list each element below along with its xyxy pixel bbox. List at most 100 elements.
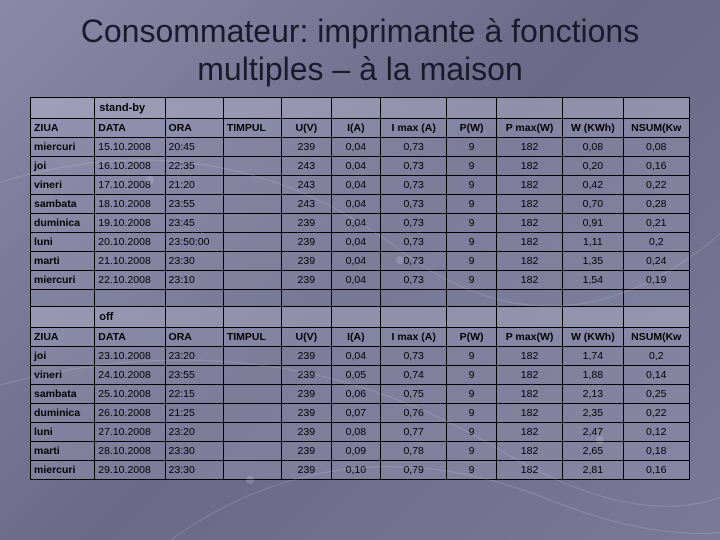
cell-wkwh: 2,65: [563, 441, 623, 460]
cell-pmax: 182: [496, 270, 562, 289]
cell-data: 19.10.2008: [95, 213, 165, 232]
table-row: joi16.10.200822:352430,040,7391820,200,1…: [31, 156, 690, 175]
cell-wkwh: 1,74: [563, 346, 623, 365]
cell-wkwh: 0,08: [563, 137, 623, 156]
cell-pmax: 182: [496, 156, 562, 175]
section-label-row-1: stand-by: [31, 97, 690, 118]
cell-nsum: 0,28: [623, 194, 689, 213]
col-wkwh: W (KWh): [563, 118, 623, 137]
table-row: joi23.10.200823:202390,040,7391821,740,2: [31, 346, 690, 365]
table-row: miercuri29.10.200823:302390,100,7991822,…: [31, 460, 690, 479]
cell-pw: 9: [447, 403, 497, 422]
cell-imax: 0,73: [381, 251, 447, 270]
cell-pw: 9: [447, 194, 497, 213]
cell-pw: 9: [447, 384, 497, 403]
cell-timpul: [223, 251, 281, 270]
cell-ziua: miercuri: [31, 137, 95, 156]
cell-imax: 0,73: [381, 346, 447, 365]
cell-uv: 243: [282, 175, 332, 194]
cell-uv: 239: [282, 213, 332, 232]
table-row: vineri24.10.200823:552390,050,7491821,88…: [31, 365, 690, 384]
col-timpul: TIMPUL: [223, 118, 281, 137]
cell-ziua: joi: [31, 346, 95, 365]
cell-ora: 21:20: [165, 175, 223, 194]
cell-ia: 0,04: [331, 137, 381, 156]
table-header-row: ZIUA DATA ORA TIMPUL U(V) I(A) I max (A)…: [31, 118, 690, 137]
cell-imax: 0,74: [381, 365, 447, 384]
cell-ziua: miercuri: [31, 460, 95, 479]
cell-wkwh: 2,81: [563, 460, 623, 479]
cell-timpul: [223, 384, 281, 403]
cell-ziua: luni: [31, 422, 95, 441]
table-row: sambata18.10.200823:552430,040,7391820,7…: [31, 194, 690, 213]
cell-timpul: [223, 194, 281, 213]
col-nsum: NSUM(Kw: [623, 118, 689, 137]
cell-imax: 0,73: [381, 156, 447, 175]
cell-ora: 23:55: [165, 194, 223, 213]
table-header-row-2: ZIUA DATA ORA TIMPUL U(V) I(A) I max (A)…: [31, 327, 690, 346]
cell-wkwh: 0,70: [563, 194, 623, 213]
cell-wkwh: 2,47: [563, 422, 623, 441]
cell-ora: 23:20: [165, 346, 223, 365]
cell-nsum: 0,19: [623, 270, 689, 289]
cell-ziua: vineri: [31, 175, 95, 194]
cell-ziua: duminica: [31, 213, 95, 232]
cell-wkwh: 2,13: [563, 384, 623, 403]
cell-nsum: 0,12: [623, 422, 689, 441]
cell-ora: 23:30: [165, 251, 223, 270]
cell-wkwh: 1,54: [563, 270, 623, 289]
section-label-standby: stand-by: [95, 97, 165, 118]
cell-timpul: [223, 460, 281, 479]
cell-nsum: 0,22: [623, 403, 689, 422]
cell-wkwh: 2,35: [563, 403, 623, 422]
col-imax: I max (A): [381, 118, 447, 137]
cell-ia: 0,07: [331, 403, 381, 422]
cell-pmax: 182: [496, 213, 562, 232]
cell-nsum: 0,21: [623, 213, 689, 232]
table-row: vineri17.10.200821:202430,040,7391820,42…: [31, 175, 690, 194]
col-pmax: P max(W): [496, 118, 562, 137]
cell-uv: 243: [282, 194, 332, 213]
cell-timpul: [223, 422, 281, 441]
cell-imax: 0,73: [381, 194, 447, 213]
cell-pmax: 182: [496, 251, 562, 270]
cell-nsum: 0,2: [623, 232, 689, 251]
cell-pw: 9: [447, 156, 497, 175]
cell-ora: 22:15: [165, 384, 223, 403]
col-ia: I(A): [331, 118, 381, 137]
cell-uv: 239: [282, 460, 332, 479]
cell-nsum: 0,16: [623, 460, 689, 479]
col-uv: U(V): [282, 118, 332, 137]
cell-pmax: 182: [496, 232, 562, 251]
cell-uv: 239: [282, 232, 332, 251]
cell-timpul: [223, 137, 281, 156]
cell-ia: 0,09: [331, 441, 381, 460]
cell-pw: 9: [447, 346, 497, 365]
cell-ora: 20:45: [165, 137, 223, 156]
col-data: DATA: [95, 118, 165, 137]
cell-timpul: [223, 213, 281, 232]
cell-pw: 9: [447, 213, 497, 232]
cell-imax: 0,77: [381, 422, 447, 441]
cell-data: 28.10.2008: [95, 441, 165, 460]
cell-wkwh: 1,88: [563, 365, 623, 384]
table-row: duminica19.10.200823:452390,040,7391820,…: [31, 213, 690, 232]
cell-ora: 23:50:00: [165, 232, 223, 251]
cell-nsum: 0,16: [623, 156, 689, 175]
cell-ia: 0,04: [331, 213, 381, 232]
col-ora: ORA: [165, 118, 223, 137]
cell-timpul: [223, 156, 281, 175]
cell-uv: 243: [282, 156, 332, 175]
spacer-row: [31, 289, 690, 306]
cell-nsum: 0,18: [623, 441, 689, 460]
cell-uv: 239: [282, 137, 332, 156]
cell-pw: 9: [447, 232, 497, 251]
cell-imax: 0,78: [381, 441, 447, 460]
cell-pw: 9: [447, 251, 497, 270]
cell-nsum: 0,22: [623, 175, 689, 194]
cell-timpul: [223, 270, 281, 289]
cell-pw: 9: [447, 175, 497, 194]
cell-uv: 239: [282, 346, 332, 365]
cell-imax: 0,75: [381, 384, 447, 403]
cell-data: 18.10.2008: [95, 194, 165, 213]
